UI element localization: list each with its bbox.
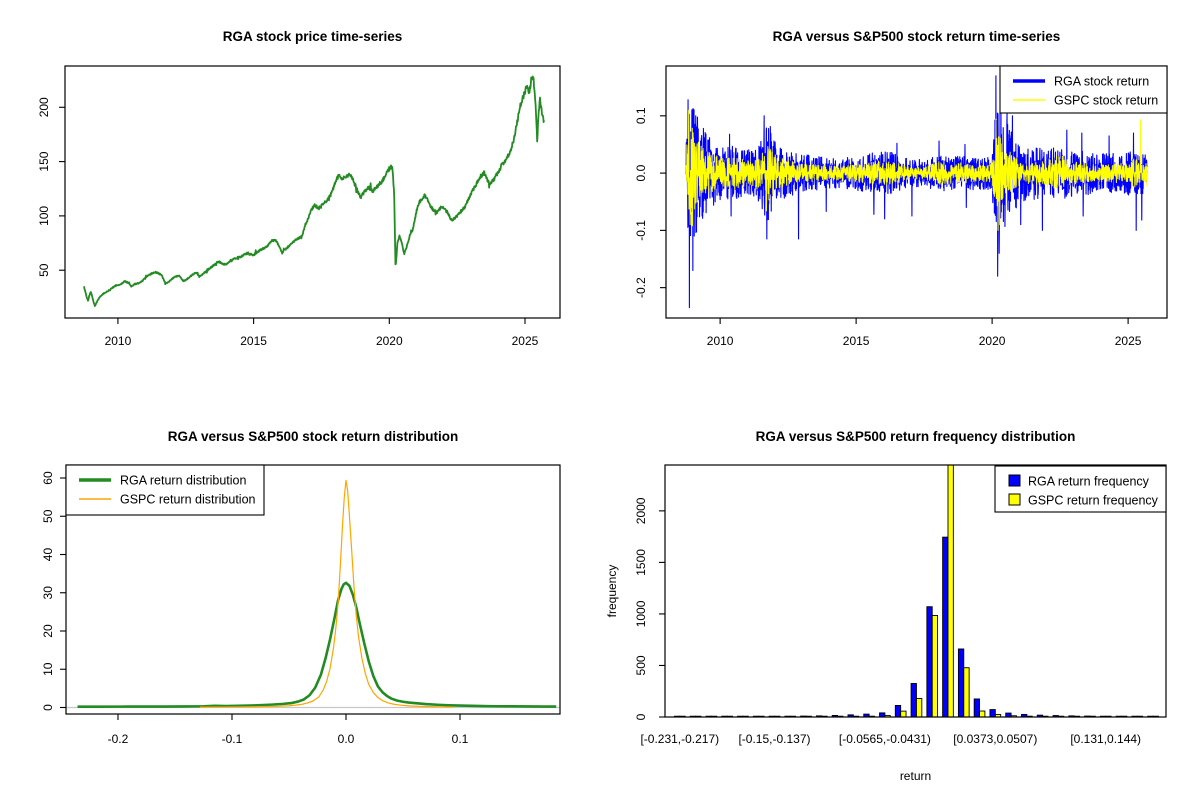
rga-frequency-bar: [926, 606, 933, 717]
legend-label: RGA return frequency: [1028, 475, 1150, 489]
rga-frequency-bar: [894, 705, 902, 717]
y-tick-label: 2000: [634, 497, 648, 524]
x-tick-label: 2020: [376, 334, 403, 348]
gspc-frequency-bar: [931, 615, 939, 717]
y-tick-label: 20: [41, 624, 55, 638]
y-tick-label: 500: [634, 655, 648, 675]
chart-title: RGA versus S&P500 stock return time-seri…: [773, 29, 1061, 44]
panel-return-frequency: RGA versus S&P500 return frequency distr…: [600, 400, 1200, 800]
y-tick-label: 1000: [634, 600, 648, 627]
legend-box: [999, 65, 1168, 114]
panel-return-distribution: RGA versus S&P500 stock return distribut…: [0, 400, 600, 800]
legend-box-swatch: [1008, 474, 1021, 487]
rga-frequency-bar: [973, 698, 980, 717]
x-tick-label: 0.1: [452, 732, 469, 746]
panel-price-timeseries: RGA stock price time-series 2010 2015 2020 2…: [0, 0, 600, 400]
chart-title: RGA versus S&P500 return frequency distr…: [756, 429, 1076, 444]
gspc-frequency-bar: [916, 698, 923, 717]
x-tick-label: 2010: [707, 334, 734, 348]
gspc-frequency-bar: [947, 465, 954, 717]
legend-box-swatch: [1008, 493, 1021, 506]
x-tick-label: 2020: [979, 334, 1006, 348]
return-frequency-chart: RGA versus S&P500 return frequency distr…: [605, 429, 1167, 783]
gspc-frequency-bar: [1010, 715, 1017, 717]
rga-frequency-bar: [879, 712, 886, 717]
return-timeseries-chart: RGA versus S&P500 stock return time-seri…: [634, 29, 1168, 348]
rga-frequency-bar: [942, 536, 949, 717]
x-tick-label: 2025: [1115, 334, 1142, 348]
bin-label: [0.131,0.144): [1070, 732, 1141, 746]
gspc-frequency-bar: [979, 710, 986, 717]
y-tick-label: 1500: [634, 549, 648, 576]
y-tick-label: 10: [41, 662, 55, 676]
rga-frequency-bar: [989, 709, 996, 717]
legend-label: RGA return distribution: [120, 474, 246, 488]
rga-frequency-bar: [957, 648, 965, 717]
rga-price-line: [83, 75, 545, 307]
bin-label: [0.0373,0.0507): [953, 732, 1037, 746]
y-tick-label: 30: [41, 586, 55, 600]
x-axis-label: return: [900, 769, 931, 783]
x-tick-label: 2015: [843, 334, 870, 348]
rga-frequency-bar: [1021, 713, 1028, 717]
x-tick-label: -0.2: [108, 732, 129, 746]
y-tick-label: 0: [634, 713, 648, 720]
bin-label: [-0.0565,-0.0431): [839, 732, 931, 746]
y-tick-label: 50: [41, 509, 55, 523]
y-tick-label: 50: [37, 263, 51, 277]
price-timeseries-chart: RGA stock price time-series 2010 2015 2020 2…: [37, 29, 561, 348]
y-tick-label: 200: [37, 97, 51, 117]
legend-box: [65, 464, 265, 516]
y-tick-label: 40: [41, 548, 55, 562]
x-tick-label: 0.0: [338, 732, 355, 746]
y-axis-label: frequency: [605, 565, 619, 618]
y-tick-label: 150: [37, 151, 51, 171]
legend-label: GSPC return frequency: [1028, 494, 1159, 508]
rga-density-line: [77, 581, 557, 708]
panel-return-timeseries: RGA versus S&P500 stock return time-seri…: [600, 0, 1200, 400]
x-tick-label: 2025: [512, 334, 539, 348]
y-tick-label: -0.2: [634, 277, 648, 298]
gspc-density-line: [200, 479, 453, 708]
x-tick-label: 2010: [105, 334, 132, 348]
rga-frequency-bar: [910, 683, 917, 717]
plot-frame: [64, 65, 561, 319]
y-tick-label: 100: [37, 206, 51, 226]
return-distribution-chart: RGA versus S&P500 stock return distribut…: [41, 429, 561, 746]
gspc-return-line: [685, 109, 1148, 231]
y-tick-label: 0: [41, 704, 55, 711]
y-tick-label: 0.1: [634, 107, 648, 124]
legend-box: [994, 465, 1167, 513]
plot-frame: [664, 464, 1167, 718]
y-tick-label: 0.0: [634, 164, 648, 181]
x-tick-label: 2015: [240, 334, 267, 348]
y-tick-label: 60: [41, 471, 55, 485]
bin-label: [-0.15,-0.137): [738, 732, 810, 746]
gspc-frequency-bar: [900, 710, 907, 717]
y-tick-label: -0.1: [634, 220, 648, 241]
chart-title: RGA stock price time-series: [223, 29, 403, 44]
chart-title: RGA versus S&P500 stock return distribut…: [168, 429, 459, 444]
plot-frame: [665, 65, 1168, 319]
legend-label: GSPC return distribution: [120, 493, 256, 507]
bin-label: [-0.231,-0.217): [640, 732, 719, 746]
legend-label: GSPC stock return: [1054, 94, 1158, 108]
gspc-frequency-bar: [963, 667, 970, 717]
legend-label: RGA stock return: [1054, 75, 1149, 89]
x-tick-label: -0.1: [222, 732, 243, 746]
plot-frame: [65, 464, 561, 715]
